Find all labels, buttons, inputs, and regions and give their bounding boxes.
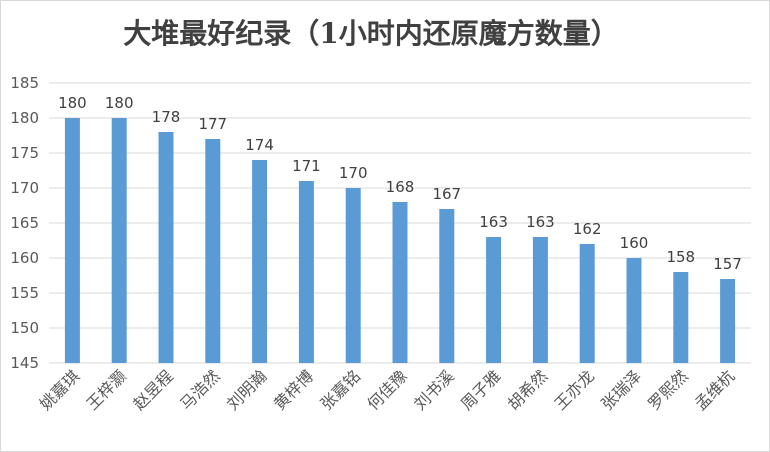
y-tick-label: 155 bbox=[10, 284, 39, 302]
x-axis-ticks: 姚嘉琪 王梓灏 赵昱程 马浩然 刘明瀚 黄梓博 张嘉铭 何佳豫 刘书溪 周子雅 胡希然 王亦龙 张瑞泽罗… bbox=[36, 366, 739, 413]
x-tick-label: 孟维杭 bbox=[691, 366, 738, 413]
x-tick-label: 张嘉铭 bbox=[317, 366, 364, 413]
y-tick-label: 165 bbox=[10, 214, 39, 232]
data-label: 167 bbox=[432, 185, 461, 203]
bar bbox=[252, 160, 268, 363]
data-label: 180 bbox=[105, 94, 134, 112]
data-label: 180 bbox=[58, 94, 87, 112]
bar bbox=[392, 202, 408, 363]
data-label: 162 bbox=[573, 220, 602, 238]
chart-title: 大堆最好纪录（1小时内还原魔方数量） bbox=[123, 17, 619, 50]
bar bbox=[532, 237, 548, 363]
y-tick-label: 180 bbox=[10, 109, 39, 127]
data-labels: 180 180 178 177 174 171 170 168 167 163 163 162 160 1… bbox=[58, 94, 742, 273]
x-tick-label: 胡希然 bbox=[504, 366, 551, 413]
data-label: 168 bbox=[386, 178, 415, 196]
bar bbox=[158, 132, 174, 363]
x-tick-label: 罗熙然 bbox=[644, 366, 691, 413]
bar bbox=[626, 258, 642, 363]
bar bbox=[486, 237, 502, 363]
y-tick-label: 170 bbox=[10, 179, 39, 197]
x-tick-label: 张瑞泽 bbox=[597, 366, 644, 413]
data-label: 178 bbox=[152, 108, 181, 126]
data-label: 158 bbox=[666, 248, 695, 266]
x-tick-label: 王亦龙 bbox=[551, 366, 598, 413]
x-tick-label: 刘书溪 bbox=[410, 366, 457, 413]
bars bbox=[64, 118, 736, 363]
bar bbox=[673, 272, 689, 363]
y-tick-label: 175 bbox=[10, 144, 39, 162]
bar bbox=[205, 139, 221, 363]
bar bbox=[345, 188, 361, 363]
bar bbox=[439, 209, 455, 363]
y-tick-label: 185 bbox=[10, 74, 39, 92]
y-tick-label: 145 bbox=[10, 354, 39, 372]
data-label: 160 bbox=[620, 234, 649, 252]
bar bbox=[720, 279, 736, 363]
data-label: 163 bbox=[526, 213, 555, 231]
x-tick-label: 周子雅 bbox=[457, 366, 504, 413]
data-label: 170 bbox=[339, 164, 368, 182]
y-axis-ticks: 145 150 155 160 165 170 175 180 185 bbox=[10, 74, 39, 372]
data-label: 177 bbox=[198, 115, 227, 133]
x-tick-label: 刘明瀚 bbox=[223, 366, 270, 413]
data-label: 174 bbox=[245, 136, 274, 154]
x-tick-label: 王梓灏 bbox=[83, 366, 130, 413]
data-label: 163 bbox=[479, 213, 508, 231]
x-tick-label: 黄梓博 bbox=[270, 366, 317, 413]
bar bbox=[298, 181, 314, 363]
data-label: 171 bbox=[292, 157, 321, 175]
bar bbox=[64, 118, 80, 363]
bar bbox=[111, 118, 127, 363]
x-tick-label: 赵昱程 bbox=[129, 366, 176, 413]
x-tick-label: 何佳豫 bbox=[363, 366, 410, 413]
y-tick-label: 160 bbox=[10, 249, 39, 267]
x-tick-label: 马浩然 bbox=[176, 366, 223, 413]
y-tick-label: 150 bbox=[10, 319, 39, 337]
x-tick-label: 姚嘉琪 bbox=[36, 366, 83, 413]
bar bbox=[579, 244, 595, 363]
data-label: 157 bbox=[713, 255, 742, 273]
